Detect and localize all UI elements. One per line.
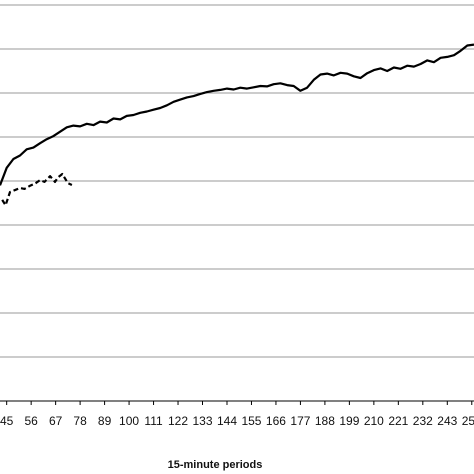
x-tick-label: 166 bbox=[266, 414, 286, 428]
x-tick-label: 243 bbox=[437, 414, 457, 428]
x-tick-label: 67 bbox=[49, 414, 63, 428]
dashed-line bbox=[1, 172, 73, 207]
x-tick-label: 122 bbox=[168, 414, 188, 428]
x-tick-label: 111 bbox=[144, 414, 163, 428]
x-tick-label: 144 bbox=[217, 414, 237, 428]
x-tick-label: 100 bbox=[119, 414, 139, 428]
x-tick-label: 45 bbox=[0, 414, 14, 428]
x-tick-label: 177 bbox=[290, 414, 310, 428]
x-tick-label: 56 bbox=[24, 414, 38, 428]
x-tick-label: 133 bbox=[192, 414, 212, 428]
x-tick-label: 254 bbox=[462, 414, 474, 428]
line bbox=[0, 43, 474, 186]
x-tick-label: 188 bbox=[315, 414, 335, 428]
x-tick-label: 199 bbox=[339, 414, 359, 428]
x-tick-label: 210 bbox=[364, 414, 384, 428]
x-tick-label: 89 bbox=[98, 414, 112, 428]
x-tick-label: 221 bbox=[388, 414, 408, 428]
x-tick-label: 232 bbox=[413, 414, 433, 428]
x-tick-label: 78 bbox=[73, 414, 87, 428]
x-tick-label: 155 bbox=[241, 414, 261, 428]
x-axis-title: 15-minute periods bbox=[168, 459, 263, 471]
